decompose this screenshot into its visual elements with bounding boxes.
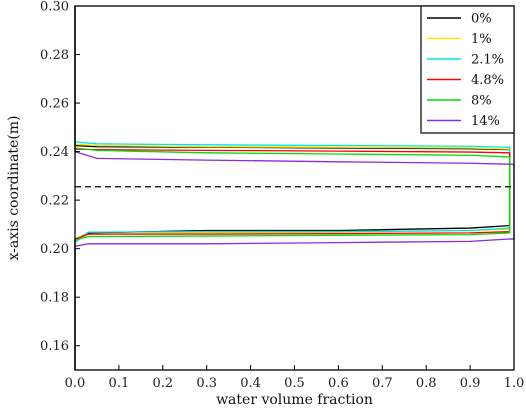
legend-label: 1% (471, 32, 492, 47)
x-tick-label: 0.0 (65, 376, 86, 391)
y-tick-label: 0.20 (40, 242, 69, 257)
legend-label: 14% (471, 114, 500, 129)
y-tick-label: 0.18 (40, 291, 69, 306)
legend-label: 4.8% (471, 73, 504, 88)
legend-label: 0% (471, 12, 492, 27)
series-line-5 (74, 6, 511, 370)
y-axis-title: x-axis coordinate(m) (6, 115, 22, 260)
legend-label: 8% (471, 94, 492, 109)
y-tick-label: 0.26 (40, 97, 69, 112)
x-tick-label: 0.4 (240, 376, 261, 391)
x-tick-label: 0.2 (152, 376, 173, 391)
legend-box (420, 5, 515, 134)
x-tick-label: 0.8 (416, 376, 437, 391)
x-tick-label: 0.3 (196, 376, 217, 391)
y-tick-label: 0.28 (40, 48, 69, 63)
x-tick-label: 0.1 (109, 376, 130, 391)
axis-ticks: 0.0 0.1 0.2 0.3 0.4 0.5 0.6 0.7 0.8 0.9 1.0 0.16 0.1… (40, 0, 524, 391)
x-tick-label: 0.7 (372, 376, 393, 391)
y-tick-label: 0.16 (40, 339, 69, 354)
y-tick-label: 0.22 (40, 194, 69, 209)
x-tick-label: 1.0 (504, 376, 525, 391)
x-tick-label: 0.5 (284, 376, 305, 391)
legend-label: 2.1% (471, 53, 504, 68)
y-tick-label: 0.24 (40, 145, 69, 160)
x-axis-title: water volume fraction (216, 392, 373, 408)
legend: 0% 1% 2.1% 4.8% 8% 14% (420, 5, 515, 134)
x-tick-label: 0.6 (328, 376, 349, 391)
x-tick-label: 0.9 (460, 376, 481, 391)
y-tick-label: 0.30 (40, 0, 69, 15)
